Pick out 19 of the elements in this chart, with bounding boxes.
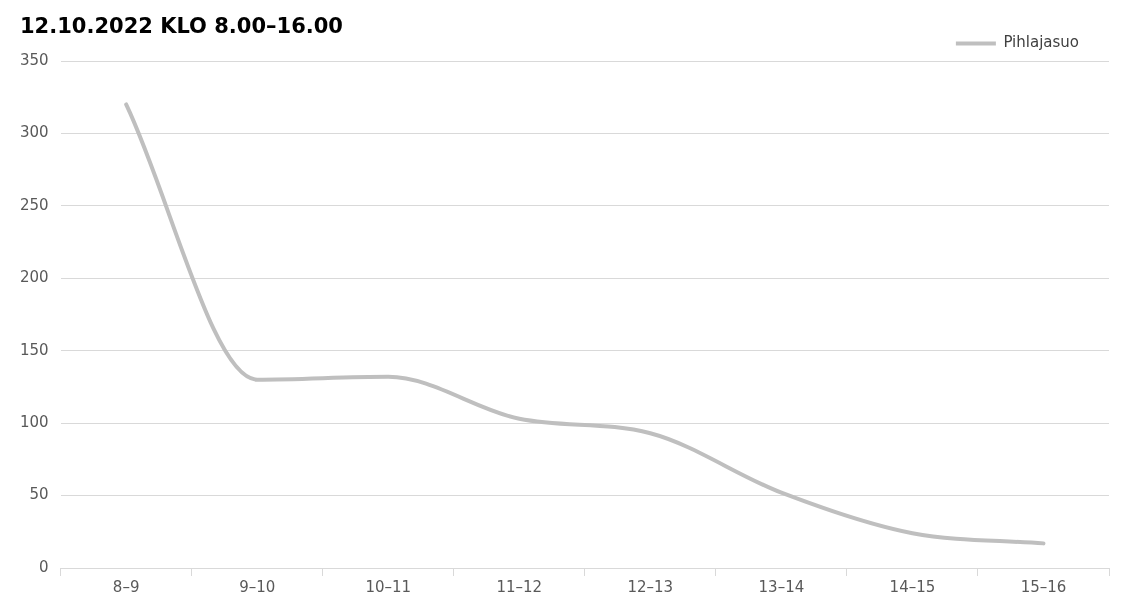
chart-title: 12.10.2022 KLO 8.00–16.00 bbox=[20, 14, 343, 38]
x-tick-label: 13–14 bbox=[758, 577, 805, 596]
x-tick-label: 10–11 bbox=[365, 577, 412, 596]
x-tick-label: 12–13 bbox=[627, 577, 674, 596]
x-tick-label: 14–15 bbox=[889, 577, 936, 596]
y-tick-label: 350 bbox=[19, 50, 49, 69]
x-tick-label: 15–16 bbox=[1020, 577, 1067, 596]
y-tick-label: 200 bbox=[19, 268, 49, 287]
line-series bbox=[124, 102, 1046, 546]
y-tick-label: 250 bbox=[19, 195, 49, 214]
y-tick-label: 300 bbox=[19, 123, 49, 142]
y-tick-label: 100 bbox=[19, 413, 49, 432]
x-tick-label: 9–10 bbox=[239, 577, 276, 596]
y-tick-label: 0 bbox=[39, 557, 49, 576]
y-tick-label: 150 bbox=[19, 340, 49, 359]
legend-label: Pihlajasuo bbox=[1003, 33, 1079, 52]
y-tick-label: 50 bbox=[29, 485, 49, 504]
x-tick-label: 11–12 bbox=[496, 577, 543, 596]
x-tick-label: 8–9 bbox=[112, 577, 140, 596]
